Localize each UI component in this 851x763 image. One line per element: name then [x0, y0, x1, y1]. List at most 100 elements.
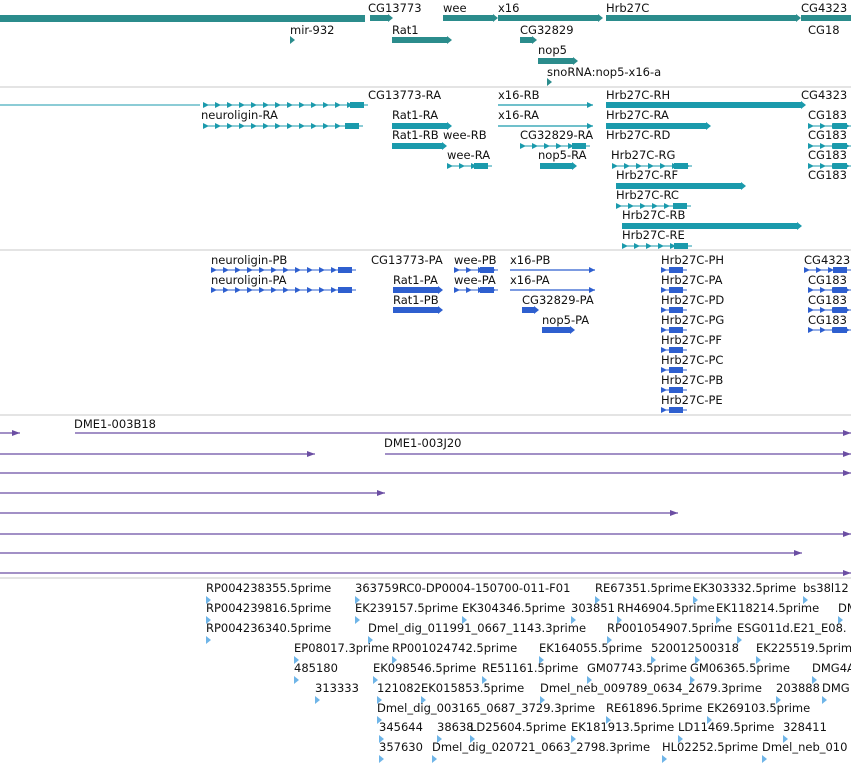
protein-feature[interactable]: Rat1-PB	[393, 293, 443, 314]
est-feature[interactable]: DMG	[822, 681, 850, 704]
transcript-feature[interactable]: wee-RB	[443, 128, 492, 169]
clone-feature[interactable]: DME1-003J20	[384, 436, 462, 450]
protein-feature[interactable]: neuroligin-PA	[211, 273, 356, 293]
protein-feature[interactable]: x16-PA	[510, 273, 595, 293]
transcript-feature[interactable]: CG183	[808, 108, 851, 129]
gene-feature[interactable]: mir-932	[290, 23, 335, 44]
transcript-feature[interactable]: CG183	[808, 168, 847, 182]
gene-feature[interactable]: CG32829	[520, 23, 574, 44]
protein-feature[interactable]: Rat1-PA	[393, 273, 443, 294]
clone-alignment[interactable]	[0, 490, 385, 496]
transcript-feature[interactable]: Hrb27C-RG	[611, 148, 675, 162]
transcript-feature[interactable]: CG4323	[801, 88, 847, 102]
gene-feature[interactable]: CG13773	[368, 1, 422, 22]
clone-alignment[interactable]	[75, 430, 851, 436]
transcript-feature[interactable]: nop5-RA	[538, 148, 587, 170]
transcript-feature[interactable]: CG183	[808, 128, 851, 149]
est-feature[interactable]: EK269103.5prime	[707, 701, 810, 724]
gene-feature[interactable]: nop5	[538, 43, 578, 65]
est-feature[interactable]: 357630	[379, 740, 423, 763]
est-feature[interactable]: EK098546.5prime	[373, 661, 476, 684]
est-feature[interactable]: Dmel_neb_010	[762, 740, 847, 763]
est-feature[interactable]: EK164055.5prime	[539, 641, 642, 664]
est-feature[interactable]: EK181913.5prime	[571, 720, 674, 743]
transcript-feature[interactable]: Hrb27C-RB	[622, 208, 802, 230]
clone-alignment[interactable]	[0, 510, 678, 516]
protein-feature[interactable]: CG4323	[804, 253, 851, 273]
clone-alignment[interactable]	[0, 430, 20, 436]
gene-feature[interactable]: CG4323	[801, 1, 851, 22]
transcript-feature[interactable]: CG13773-RA	[203, 88, 441, 108]
protein-feature[interactable]: CG32829-PA	[522, 293, 594, 314]
protein-feature[interactable]: Hrb27C-PF	[661, 333, 722, 353]
transcript-feature[interactable]: Hrb27C-RE	[622, 228, 692, 249]
transcript-feature[interactable]: Rat1-RB	[392, 128, 447, 150]
protein-feature[interactable]: Hrb27C-PB	[661, 373, 723, 393]
est-feature[interactable]: EK015853.5prime	[421, 681, 524, 704]
protein-feature[interactable]: CG183	[808, 313, 851, 333]
gene-bar-neuroligin[interactable]	[0, 15, 365, 22]
protein-feature[interactable]: neuroligin-PB	[211, 253, 356, 273]
est-feature[interactable]: 313333	[315, 681, 359, 704]
clone-alignment[interactable]	[0, 570, 851, 576]
est-feature[interactable]: 38638	[437, 720, 474, 743]
est-feature[interactable]: DM	[838, 601, 851, 624]
est-feature[interactable]: EK118214.5prime	[716, 601, 819, 624]
transcript-feature[interactable]: wee-RA	[447, 148, 490, 162]
transcript-feature[interactable]: Hrb27C-RA	[606, 108, 711, 130]
est-feature[interactable]: 485180	[294, 661, 338, 684]
protein-feature[interactable]: Hrb27C-PC	[661, 353, 723, 373]
est-feature[interactable]: EP08017.3prime	[294, 641, 389, 664]
est-feature[interactable]: 363759RC0-DP0004-150700-011-F01	[355, 581, 570, 604]
est-feature[interactable]: 500318	[695, 641, 739, 664]
est-feature[interactable]: 303851	[571, 601, 615, 624]
est-feature[interactable]: LD11469.5prime	[678, 720, 774, 743]
clone-alignment[interactable]	[0, 451, 315, 457]
est-feature[interactable]: 345644	[379, 720, 423, 743]
gene-feature[interactable]: x16	[498, 1, 603, 22]
est-feature[interactable]: RP001024742.5prime	[392, 641, 517, 664]
clone-alignment[interactable]	[0, 531, 851, 537]
est-feature[interactable]: Dmel_neb_009789_0634_2679.3prime	[540, 681, 762, 704]
transcript-feature[interactable]: Hrb27C-RD	[606, 128, 692, 169]
est-feature[interactable]: RE61896.5prime	[606, 701, 702, 724]
est-feature[interactable]: RP004239816.5prime	[206, 601, 331, 624]
est-feature[interactable]: RE67351.5prime	[595, 581, 691, 604]
protein-feature[interactable]: CG13773-PA	[371, 253, 443, 267]
est-feature[interactable]: EK225519.5prim	[756, 641, 851, 664]
gene-feature[interactable]: snoRNA:nop5-x16-a	[547, 65, 661, 86]
protein-feature[interactable]: Hrb27C-PH	[661, 253, 724, 273]
est-feature[interactable]: bs38l12	[803, 581, 849, 604]
gene-feature[interactable]: wee	[443, 1, 498, 22]
protein-feature[interactable]: CG183	[808, 293, 851, 313]
gene-feature[interactable]: Rat1	[392, 23, 452, 44]
transcript-feature[interactable]: x16-RA	[498, 108, 593, 129]
protein-feature[interactable]: CG183	[808, 273, 851, 293]
protein-feature[interactable]: Hrb27C-PD	[661, 293, 724, 313]
gene-feature[interactable]: CG18	[808, 23, 840, 37]
est-feature[interactable]: RP004238355.5prime	[206, 581, 331, 604]
transcript-feature[interactable]: CG183	[808, 148, 851, 169]
est-feature[interactable]: RP004236340.5prime	[206, 621, 331, 644]
clone-alignment[interactable]	[0, 550, 802, 556]
protein-feature[interactable]: x16-PB	[510, 253, 595, 273]
est-feature[interactable]: 121082	[377, 681, 421, 704]
protein-feature[interactable]: Hrb27C-PA	[661, 273, 723, 293]
transcript-feature[interactable]: Rat1-RA	[392, 108, 452, 130]
est-feature[interactable]: EK304346.5prime	[462, 601, 565, 624]
est-feature[interactable]: 328411	[783, 720, 827, 743]
est-feature[interactable]: EK239157.5prime	[355, 601, 458, 624]
clone-alignment[interactable]	[0, 470, 851, 476]
clone-alignment[interactable]	[385, 451, 851, 457]
est-feature[interactable]: Dmel_dig_011991_0667_1143.3prime	[368, 621, 586, 644]
transcript-feature[interactable]: Hrb27C-RH	[606, 88, 806, 109]
est-feature[interactable]: RE51161.5prime	[482, 661, 578, 684]
protein-feature[interactable]: Hrb27C-PG	[661, 313, 724, 333]
transcript-feature[interactable]: Hrb27C-RC	[616, 188, 691, 209]
est-feature[interactable]: HL02252.5prime	[662, 740, 758, 763]
transcript-feature[interactable]: CG32829-RA	[520, 128, 593, 149]
est-feature[interactable]: LD25604.5prime	[470, 720, 566, 743]
est-feature[interactable]: EK303332.5prime	[693, 581, 796, 604]
protein-feature[interactable]: wee-PA	[454, 273, 498, 293]
protein-feature[interactable]: wee-PB	[454, 253, 498, 273]
